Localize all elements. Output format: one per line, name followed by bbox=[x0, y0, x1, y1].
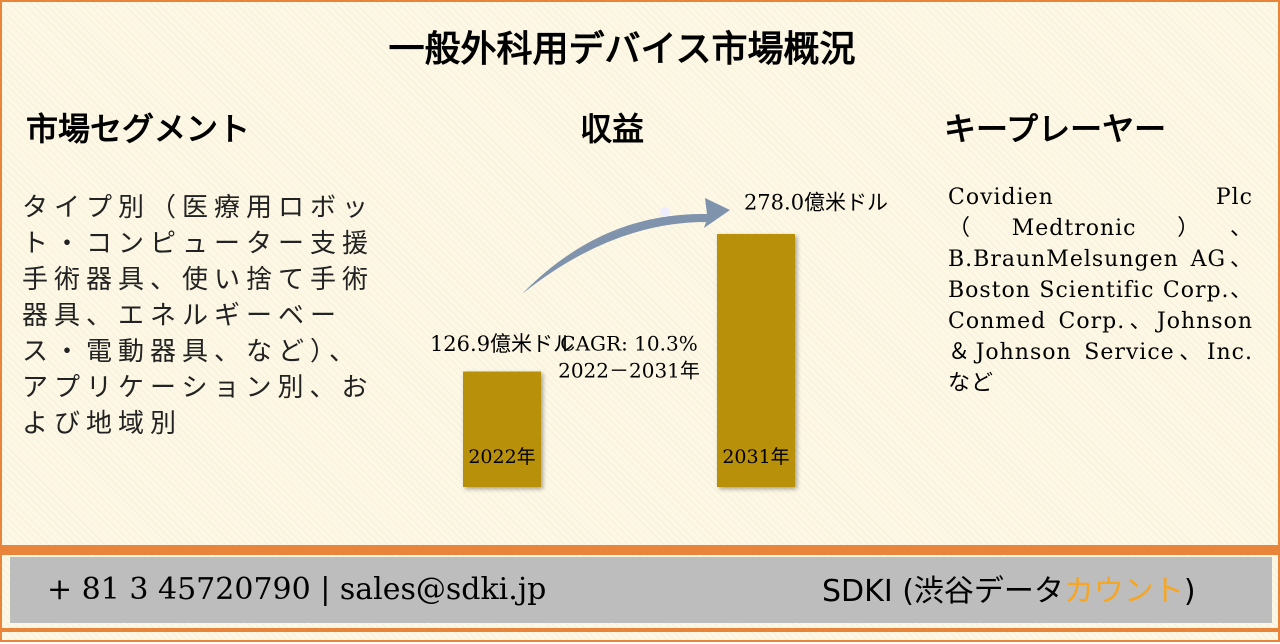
footer-line bbox=[2, 628, 1278, 632]
title: 一般外科用デバイス市場概況 bbox=[388, 28, 856, 70]
brand-start: SDKI (渋谷データ bbox=[822, 574, 1064, 609]
segments-heading: 市場セグメント bbox=[26, 110, 251, 148]
revenue-heading: 収益 bbox=[580, 110, 645, 148]
bar bbox=[717, 234, 795, 487]
value-label: 278.0億米ドル bbox=[744, 191, 888, 215]
category-label: 2022年 bbox=[468, 446, 535, 468]
cagr-period: 2022－2031年 bbox=[558, 359, 700, 383]
footer bbox=[10, 557, 1272, 623]
brand-accent: カウント bbox=[1063, 574, 1184, 609]
value-label: 126.9億米ドル bbox=[430, 332, 574, 356]
arrow-dot bbox=[660, 207, 670, 217]
players-text: Covidien Plc（Medtronic）、B.BraunMelsungen… bbox=[948, 185, 1253, 396]
category-label: 2031年 bbox=[722, 446, 789, 468]
brand: SDKI (渋谷データカウント) bbox=[822, 566, 1196, 610]
segments-text: タイプ別（医療用ロボット・コンピューター支援手術器具、使い捨て手術器具、エネルギ… bbox=[22, 193, 375, 439]
brand-end: ) bbox=[1183, 574, 1196, 609]
footer-band bbox=[2, 545, 1278, 555]
players-heading: キープレーヤー bbox=[944, 110, 1167, 148]
growth-arrow bbox=[522, 198, 730, 294]
bar bbox=[463, 371, 541, 487]
cagr: CAGR: 10.3% bbox=[560, 332, 697, 356]
contact: + 81 3 45720790 | sales@sdki.jp bbox=[47, 572, 547, 607]
